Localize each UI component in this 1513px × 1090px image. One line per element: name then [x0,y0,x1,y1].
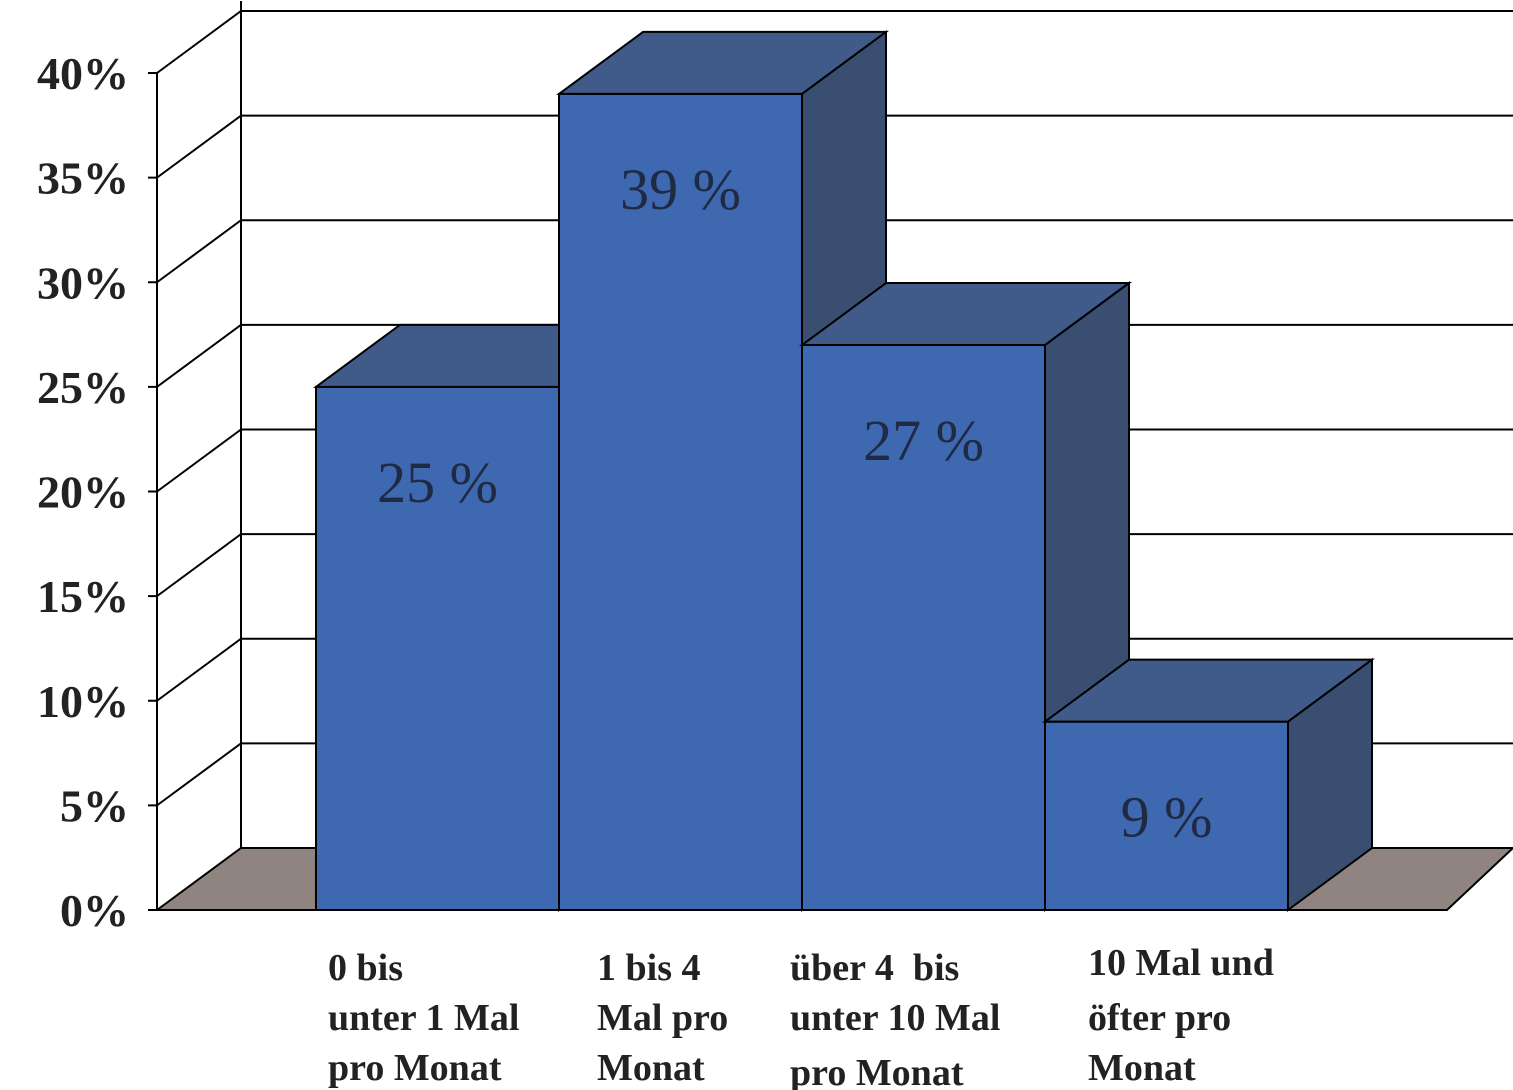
y-tick-label: 0% [60,885,129,936]
y-tick-label: 25% [37,362,129,413]
x-category-label: öfter pro [1088,997,1231,1039]
y-tick-label: 40% [37,48,129,99]
bar-value-label: 39 % [620,157,741,222]
x-category-label: Monat [1088,1047,1196,1089]
y-tick-label: 5% [60,780,129,831]
bar-value-label: 9 % [1121,785,1213,850]
y-tick-label: 30% [37,257,129,308]
x-category-label: 0 bis [328,947,403,989]
x-category-label: unter 10 Mal [790,997,1000,1039]
y-tick-label: 10% [37,676,129,727]
y-tick-label: 20% [37,467,129,518]
x-category-label: über 4 bis [790,947,959,989]
bar [1044,720,1289,911]
bars-layer [157,29,1447,912]
x-category-label: 1 bis 4 [597,947,700,989]
bar [315,385,560,911]
y-tick-label: 35% [37,153,129,204]
gridline [156,219,1513,284]
bar-value-label: 25 % [377,450,498,515]
bar [558,92,803,912]
x-category-label: unter 1 Mal [328,997,519,1039]
x-category-label: pro Monat [328,1047,502,1089]
x-category-label: Mal pro [597,997,728,1039]
bar-side [1287,657,1373,912]
labels-layer: 0% 5% 10% 15% 20% 25% 30% 35% 40% 25 % 39 % 27 % 9 %… [37,48,1274,1090]
x-category-label: pro Monat [790,1052,964,1090]
gridline [156,114,1513,179]
bar-value-label: 27 % [863,408,984,473]
x-category-label: Monat [597,1047,705,1089]
gridline [156,10,1513,74]
x-category-label: 10 Mal und [1088,942,1274,984]
y-tick-label: 15% [37,571,129,622]
